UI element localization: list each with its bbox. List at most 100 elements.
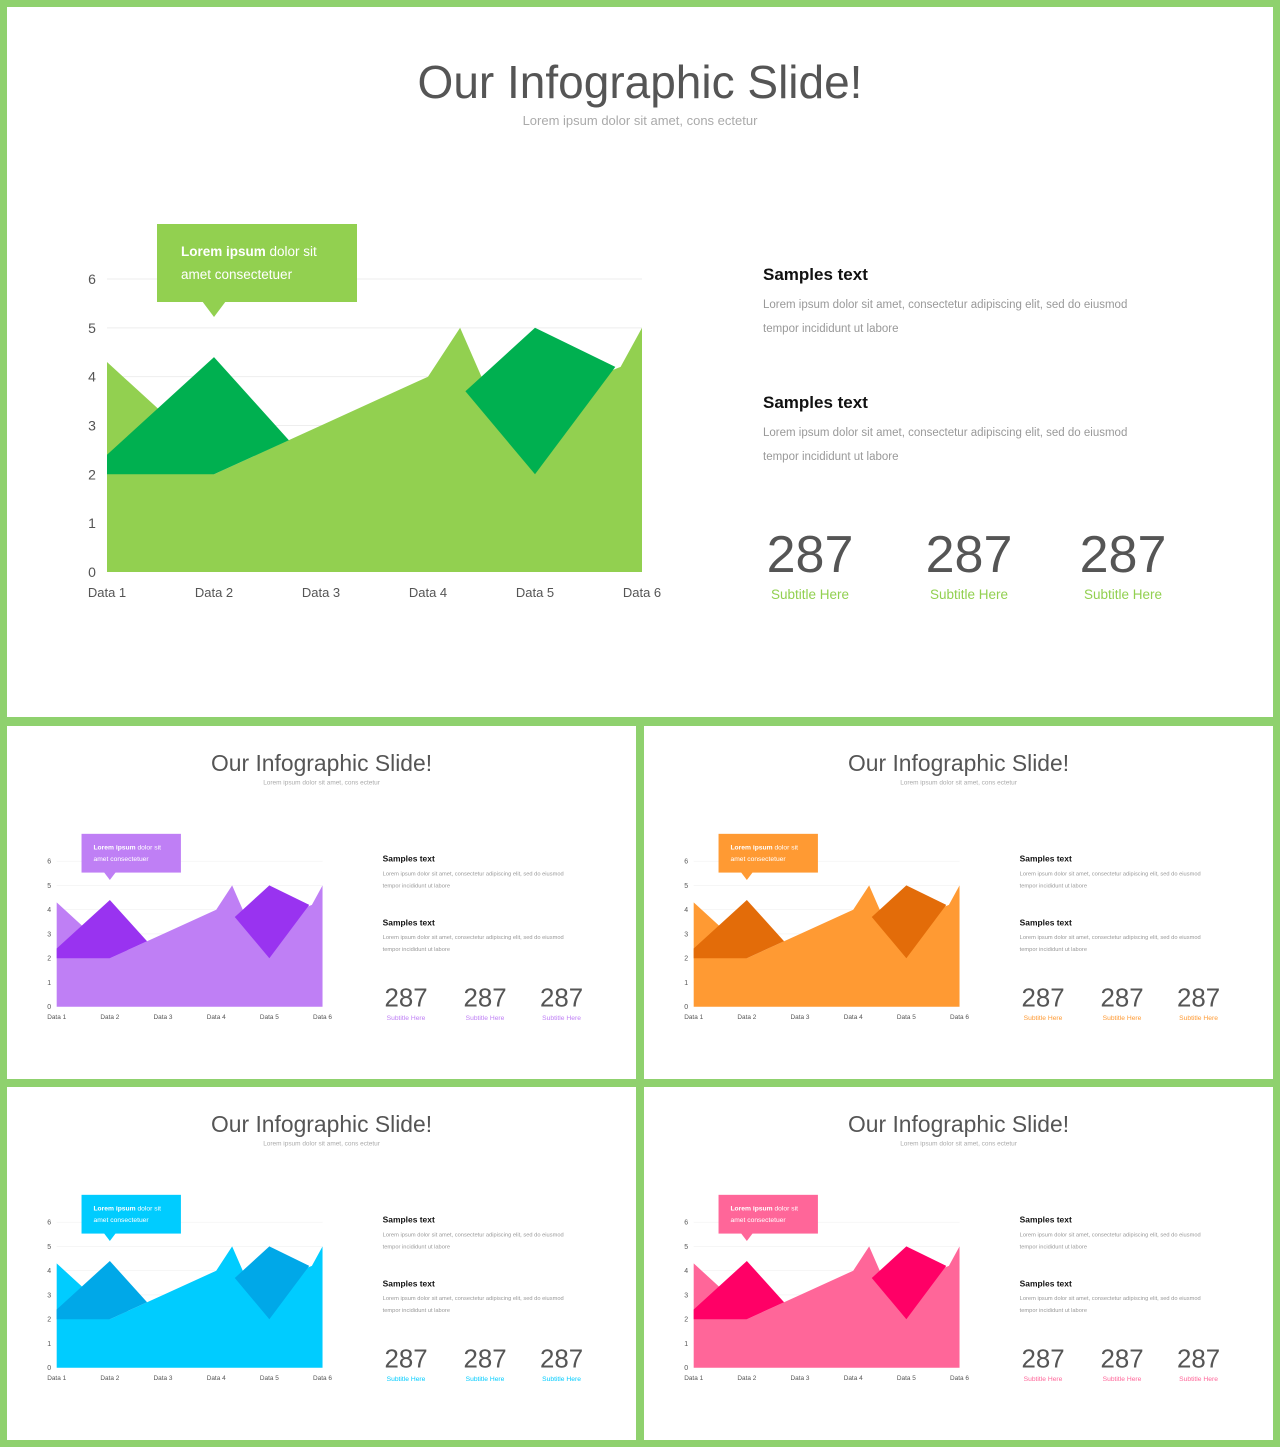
callout-box: [718, 1194, 818, 1234]
stat-3: 287 Subtitle Here: [529, 983, 594, 1022]
stat-1: 287 Subtitle Here: [374, 1344, 439, 1383]
area-series-overlay-2: [234, 885, 310, 959]
sample-item-2: Samples text Lorem ipsum dolor sit amet,…: [1020, 918, 1229, 956]
callout-pointer: [740, 1233, 753, 1242]
area-chart: 0 1 2 3 4 5 6 Data 1 Data 2 Data 3 Data 4 Data 5 Dat…: [47, 1220, 332, 1383]
callout-rest: dolor sit: [137, 1204, 161, 1213]
x-tick-label: Data 5: [897, 1375, 916, 1382]
sample-body-line1: Lorem ipsum dolor sit amet, consectetur …: [382, 1232, 564, 1239]
x-tick-label: Data 3: [791, 1014, 810, 1021]
callout-bold: Lorem ipsum: [181, 244, 266, 259]
slide-subtitle: Lorem ipsum dolor sit amet, cons ectetur: [900, 1139, 1017, 1148]
sample-body: Lorem ipsum dolor sit amet, consectetur …: [383, 868, 592, 892]
x-tick-label: Data 4: [409, 585, 447, 600]
sample-body: Lorem ipsum dolor sit amet, consectetur …: [763, 293, 1183, 341]
slide-main: Our Infographic Slide! Lorem ipsum dolor…: [7, 7, 1273, 717]
x-tick-label: Data 3: [154, 1014, 173, 1021]
callout-text: Lorem ipsum dolor sit amet consectetuer: [730, 842, 810, 865]
chart-callout: Lorem ipsum dolor sit amet consectetuer: [81, 833, 181, 881]
slide-title: Our Infographic Slide!: [417, 56, 863, 108]
stat-2: 287 Subtitle Here: [1090, 1344, 1155, 1383]
slide-purple: Our Infographic Slide! Lorem ipsum dolor…: [7, 726, 636, 1079]
area-series-main: [56, 885, 323, 1007]
stat-label: Subtitle Here: [770, 587, 850, 602]
y-tick-label: 5: [684, 1244, 688, 1251]
slide-title: Our Infographic Slide!: [848, 1111, 1070, 1138]
stat-value: 287: [1079, 526, 1167, 584]
stat-label: Subtitle Here: [465, 1014, 505, 1022]
y-tick-label: 4: [47, 1268, 51, 1275]
y-tick-label: 3: [684, 931, 688, 938]
area-series-overlay-2: [465, 327, 616, 475]
y-tick-label: 2: [684, 1317, 688, 1324]
sample-body-line1: Lorem ipsum dolor sit amet, consectetur …: [1019, 1232, 1201, 1239]
x-tick-label: Data 4: [844, 1375, 863, 1382]
y-tick-label: 3: [88, 418, 96, 434]
slide-title: Our Infographic Slide!: [211, 750, 433, 777]
y-tick-label: 0: [684, 1004, 688, 1011]
sample-body-line2: tempor incididunt ut labore: [382, 1307, 451, 1314]
sample-body-line2: tempor incididunt ut labore: [763, 451, 899, 463]
sample-body: Lorem ipsum dolor sit amet, consectetur …: [763, 421, 1183, 469]
sample-item-2: Samples text Lorem ipsum dolor sit amet,…: [383, 918, 592, 956]
stat-value: 287: [766, 526, 854, 584]
y-tick-label: 6: [684, 1220, 688, 1227]
stat-label: Subtitle Here: [386, 1014, 426, 1022]
sample-body-line1: Lorem ipsum dolor sit amet, consectetur …: [763, 427, 1128, 439]
sample-body-line2: tempor incididunt ut labore: [382, 946, 451, 953]
x-tick-label: Data 4: [207, 1375, 226, 1382]
x-tick-label: Data 2: [737, 1014, 756, 1021]
stat-value: 287: [384, 1344, 428, 1374]
stat-value: 287: [925, 526, 1013, 584]
callout-pointer: [103, 872, 116, 881]
stat-label: Subtitle Here: [1179, 1014, 1218, 1022]
stat-label: Subtitle Here: [386, 1375, 426, 1383]
sample-heading: Samples text: [1019, 1215, 1072, 1225]
area-series-main: [107, 327, 642, 572]
stat-label: Subtitle Here: [1083, 587, 1163, 602]
sample-item-2: Samples text Lorem ipsum dolor sit amet,…: [763, 393, 1183, 469]
area-series-overlay-1: [56, 1260, 148, 1320]
sample-body: Lorem ipsum dolor sit amet, consectetur …: [383, 1229, 592, 1253]
x-tick-label: Data 2: [737, 1375, 756, 1382]
y-tick-label: 4: [684, 907, 688, 914]
stat-2: 287 Subtitle Here: [453, 983, 518, 1022]
sample-item-1: Samples text Lorem ipsum dolor sit amet,…: [1020, 1215, 1229, 1253]
sample-body-line1: Lorem ipsum dolor sit amet, consectetur …: [1019, 871, 1201, 878]
y-tick-label: 1: [88, 515, 96, 531]
area-series-overlay-1: [693, 899, 785, 959]
stat-value: 287: [463, 983, 507, 1013]
x-tick-label: Data 4: [207, 1014, 226, 1021]
slide-title: Our Infographic Slide!: [211, 1111, 433, 1138]
callout-line2: amet consectetuer: [93, 1216, 149, 1224]
stat-label: Subtitle Here: [1102, 1014, 1142, 1022]
callout-text: Lorem ipsum dolor sit amet consectetuer: [93, 1203, 173, 1226]
stat-value: 287: [1100, 1344, 1144, 1374]
sample-body-line1: Lorem ipsum dolor sit amet, consectetur …: [382, 871, 564, 878]
x-tick-label: Data 6: [313, 1014, 332, 1021]
y-tick-label: 3: [684, 1292, 688, 1299]
stat-value: 287: [1176, 1344, 1221, 1374]
stat-value: 287: [463, 1344, 507, 1374]
sample-body-line2: tempor incididunt ut labore: [1019, 1307, 1088, 1314]
area-series-overlay-1: [107, 357, 289, 475]
y-tick-label: 1: [47, 980, 51, 987]
area-series-overlay-2: [234, 1246, 310, 1320]
y-tick-label: 5: [88, 320, 96, 336]
callout-line2: amet consectetuer: [181, 267, 293, 282]
callout-text: Lorem ipsum dolor sit amet consectetuer: [181, 240, 341, 286]
sample-body-line2: tempor incididunt ut labore: [382, 883, 451, 889]
stat-3: 287 Subtitle Here: [1166, 1344, 1231, 1383]
y-tick-label: 0: [47, 1365, 51, 1372]
sample-body: Lorem ipsum dolor sit amet, consectetur …: [1020, 868, 1229, 892]
sample-body-line1: Lorem ipsum dolor sit amet, consectetur …: [1019, 934, 1201, 941]
sample-body-line2: tempor incididunt ut labore: [1019, 883, 1088, 889]
x-tick-label: Data 2: [100, 1014, 119, 1021]
x-tick-label: Data 3: [302, 585, 340, 600]
callout-box: [157, 224, 357, 302]
stat-3: 287 Subtitle Here: [1058, 525, 1188, 602]
x-tick-label: Data 5: [260, 1375, 279, 1382]
x-tick-label: Data 1: [47, 1014, 66, 1021]
area-chart: 0 1 2 3 4 5 6 Data 1 Data 2 Data 3 Data 4 Data 5 Dat…: [684, 1220, 969, 1383]
y-tick-label: 5: [47, 883, 51, 890]
